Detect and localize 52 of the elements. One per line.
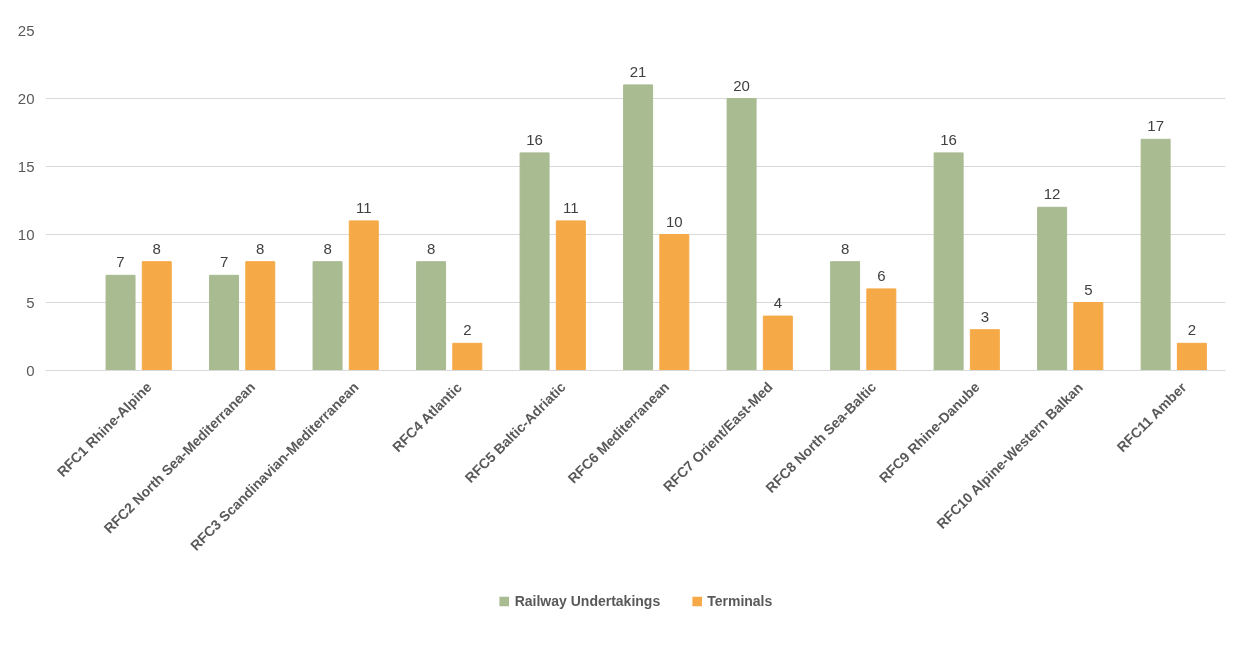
bar (1073, 302, 1104, 371)
y-tick-label: 20 (17, 89, 35, 107)
data-label: 3 (980, 307, 990, 325)
bar (105, 274, 136, 371)
data-label: 17 (1147, 117, 1164, 135)
bar (726, 98, 757, 371)
data-label: 5 (1084, 280, 1093, 298)
data-label: 20 (733, 76, 750, 94)
data-label: 2 (463, 321, 472, 339)
data-label: 11 (356, 198, 372, 216)
data-label: 12 (1043, 185, 1061, 203)
data-label: 8 (840, 239, 850, 257)
data-label: 8 (256, 239, 265, 257)
data-label: 16 (940, 130, 957, 148)
data-label: 7 (116, 253, 125, 271)
bar (209, 274, 240, 371)
y-tick-label: 10 (17, 225, 35, 243)
legend-label: Railway Undertakings (514, 593, 661, 609)
bar (452, 342, 483, 371)
bar (659, 234, 690, 371)
bar (245, 261, 276, 371)
bar (933, 152, 964, 371)
bar (312, 261, 343, 371)
bar (1140, 138, 1171, 371)
bar (1176, 342, 1207, 371)
bar (519, 152, 550, 371)
bar (348, 220, 379, 371)
bar (141, 261, 172, 371)
bar (969, 329, 1000, 371)
data-label: 10 (665, 212, 683, 230)
bar (416, 261, 447, 371)
data-label: 6 (877, 266, 886, 284)
data-label: 8 (426, 239, 436, 257)
bar (762, 315, 793, 371)
bar (1037, 206, 1068, 371)
y-tick-label: 25 (17, 21, 35, 39)
y-tick-label: 0 (26, 361, 35, 379)
y-tick-label: 5 (26, 293, 35, 311)
data-label: 21 (629, 62, 647, 80)
data-label: 2 (1187, 321, 1197, 339)
data-label: 8 (323, 239, 332, 257)
data-label: 8 (152, 239, 161, 257)
data-label: 11 (563, 198, 579, 216)
data-label: 7 (219, 253, 229, 271)
bar (623, 84, 654, 371)
legend-label: Terminals (707, 593, 773, 609)
data-label: 16 (526, 130, 543, 148)
y-tick-label: 15 (17, 157, 35, 175)
bar (866, 288, 897, 371)
bar (830, 261, 861, 371)
bar (555, 220, 586, 371)
data-label: 4 (773, 294, 782, 312)
